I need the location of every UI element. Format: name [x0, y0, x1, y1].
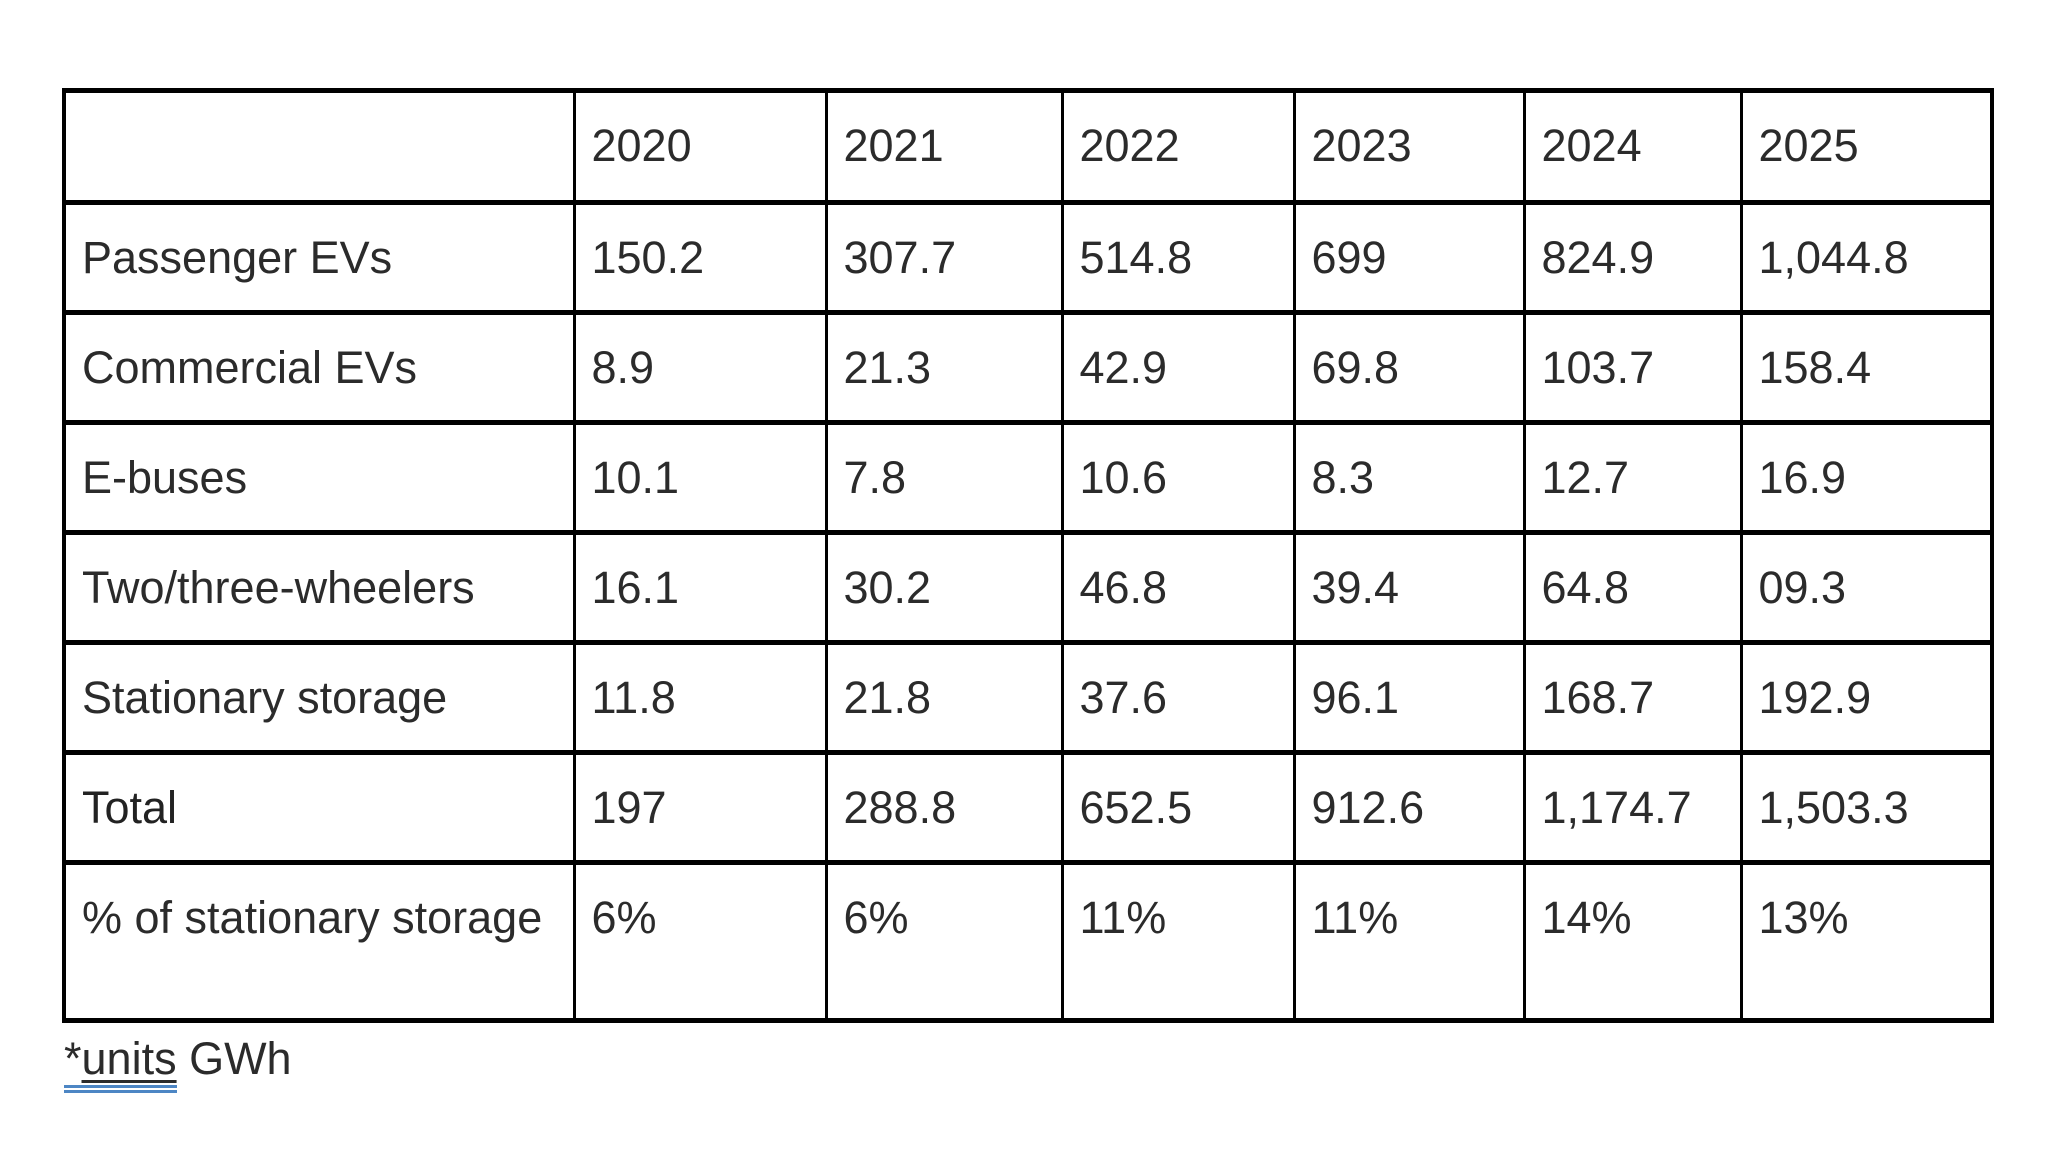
table-cell: 69.8 — [1292, 310, 1526, 425]
year-header-2025: 2025 — [1739, 88, 1994, 205]
table-cell: 16.9 — [1739, 420, 1994, 535]
row-label: % of stationary storage — [62, 860, 576, 1023]
row-label: Stationary storage — [62, 640, 576, 755]
grammar-flagged-text[interactable]: *units — [64, 1033, 177, 1093]
table-cell: 912.6 — [1292, 750, 1526, 865]
table-cell: 103.7 — [1522, 310, 1743, 425]
units-footnote: *units GWh — [64, 1033, 2048, 1093]
table-cell: 21.3 — [824, 310, 1064, 425]
table-cell: 1,503.3 — [1739, 750, 1994, 865]
table-cell: 11.8 — [572, 640, 828, 755]
table-row-passenger-evs: Passenger EVs 150.2 307.7 514.8 699 824.… — [62, 200, 1994, 315]
table-cell: 158.4 — [1739, 310, 1994, 425]
row-label: Passenger EVs — [62, 200, 576, 315]
table-cell: 64.8 — [1522, 530, 1743, 645]
table-cell: 12.7 — [1522, 420, 1743, 535]
table-cell: 30.2 — [824, 530, 1064, 645]
year-header-2022: 2022 — [1060, 88, 1296, 205]
footnote-units-word[interactable]: units — [81, 1033, 177, 1084]
table-cell: 21.8 — [824, 640, 1064, 755]
row-label-total: Total — [62, 750, 576, 865]
table-cell: 42.9 — [1060, 310, 1296, 425]
table-cell: 7.8 — [824, 420, 1064, 535]
corner-cell — [62, 88, 576, 205]
table-cell: 824.9 — [1522, 200, 1743, 315]
table-row-commercial-evs: Commercial EVs 8.9 21.3 42.9 69.8 103.7 … — [62, 310, 1994, 425]
year-header-2020: 2020 — [572, 88, 828, 205]
table-cell: 13% — [1739, 860, 1994, 1023]
year-header-2023: 2023 — [1292, 88, 1526, 205]
table-cell: 288.8 — [824, 750, 1064, 865]
table-cell: 11% — [1060, 860, 1296, 1023]
table-cell: 150.2 — [572, 200, 828, 315]
table-cell: 10.6 — [1060, 420, 1296, 535]
table-cell: 8.9 — [572, 310, 828, 425]
table-cell: 1,174.7 — [1522, 750, 1743, 865]
footnote-asterisk: * — [64, 1033, 82, 1084]
table-cell: 514.8 — [1060, 200, 1296, 315]
year-header-2024: 2024 — [1522, 88, 1743, 205]
table-cell: 11% — [1292, 860, 1526, 1023]
table-cell: 46.8 — [1060, 530, 1296, 645]
row-label: Commercial EVs — [62, 310, 576, 425]
table-cell: 1,044.8 — [1739, 200, 1994, 315]
table-row-total: Total 197 288.8 652.5 912.6 1,174.7 1,50… — [62, 750, 1994, 865]
row-label: E-buses — [62, 420, 576, 535]
year-header-2021: 2021 — [824, 88, 1064, 205]
table-cell: 09.3 — [1739, 530, 1994, 645]
row-label: Two/three-wheelers — [62, 530, 576, 645]
table-row-stationary-storage: Stationary storage 11.8 21.8 37.6 96.1 1… — [62, 640, 1994, 755]
table-cell: 39.4 — [1292, 530, 1526, 645]
table-cell: 37.6 — [1060, 640, 1296, 755]
table-row-pct-stationary-storage: % of stationary storage 6% 6% 11% 11% 14… — [62, 860, 1994, 1023]
table-cell: 192.9 — [1739, 640, 1994, 755]
document-page: 2020 2021 2022 2023 2024 2025 Passenger … — [62, 88, 2048, 1093]
table-cell: 197 — [572, 750, 828, 865]
table-cell: 652.5 — [1060, 750, 1296, 865]
footnote-unit-label: GWh — [176, 1033, 292, 1084]
table-cell: 168.7 — [1522, 640, 1743, 755]
table-row-two-three-wheelers: Two/three-wheelers 16.1 30.2 46.8 39.4 6… — [62, 530, 1994, 645]
table-cell: 16.1 — [572, 530, 828, 645]
battery-demand-table: 2020 2021 2022 2023 2024 2025 Passenger … — [62, 88, 1994, 1023]
table-cell: 699 — [1292, 200, 1526, 315]
table-cell: 307.7 — [824, 200, 1064, 315]
table-row-e-buses: E-buses 10.1 7.8 10.6 8.3 12.7 16.9 — [62, 420, 1994, 535]
table-header-row: 2020 2021 2022 2023 2024 2025 — [62, 88, 1994, 205]
table-cell: 8.3 — [1292, 420, 1526, 535]
table-cell: 6% — [824, 860, 1064, 1023]
table-cell: 6% — [572, 860, 828, 1023]
table-cell: 14% — [1522, 860, 1743, 1023]
table-cell: 96.1 — [1292, 640, 1526, 755]
table-cell: 10.1 — [572, 420, 828, 535]
